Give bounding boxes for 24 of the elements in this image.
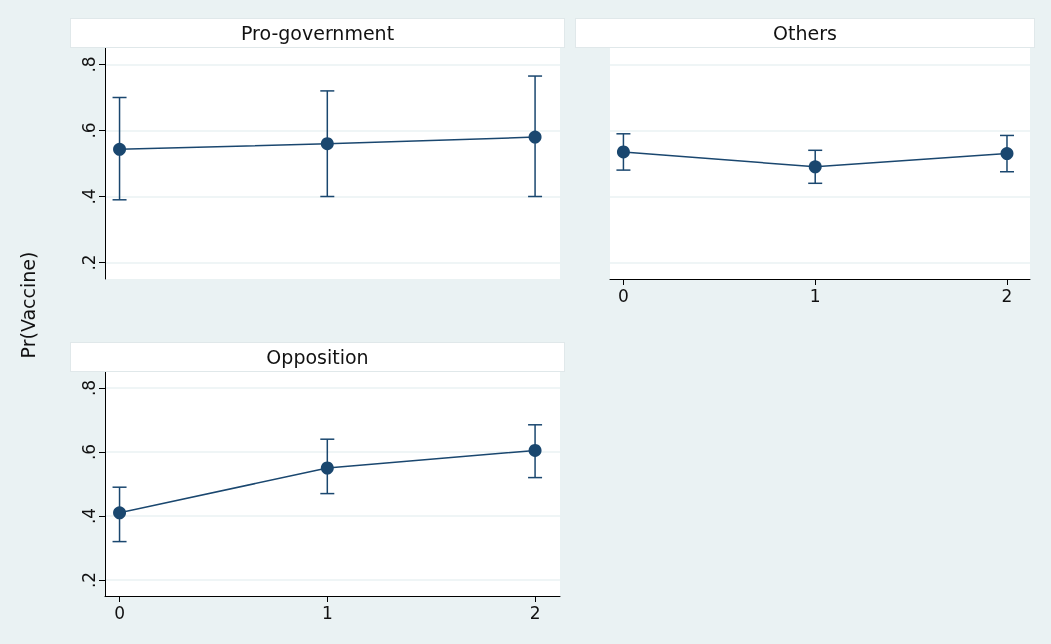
y-axis-title: Pr(Vaccine) <box>17 251 39 359</box>
x-tick-label: 2 <box>529 602 541 623</box>
x-tick-label: 1 <box>809 285 821 306</box>
point <box>528 443 542 457</box>
chart-title: Others <box>575 18 1035 48</box>
chart-title: Opposition <box>70 342 565 372</box>
x-tick-label: 2 <box>1001 285 1013 306</box>
y-tick-label: .8 <box>78 379 99 397</box>
y-tick-label: .6 <box>78 122 99 139</box>
point <box>320 461 334 475</box>
y-tick-label: .2 <box>78 254 99 271</box>
y-tick-label: .6 <box>78 443 99 461</box>
x-tick-label: 0 <box>618 285 629 306</box>
y-tick-label: .4 <box>78 188 99 205</box>
point <box>528 130 542 144</box>
y-tick-label: .4 <box>78 507 99 525</box>
y-tick-label: .2 <box>78 571 99 589</box>
point <box>113 506 127 520</box>
point <box>113 142 127 156</box>
y-tick-label: .8 <box>78 56 99 73</box>
x-tick-label: 1 <box>321 602 333 623</box>
point <box>320 137 334 151</box>
x-tick-label: 0 <box>114 602 125 623</box>
chart-title: Pro-government <box>70 18 565 48</box>
